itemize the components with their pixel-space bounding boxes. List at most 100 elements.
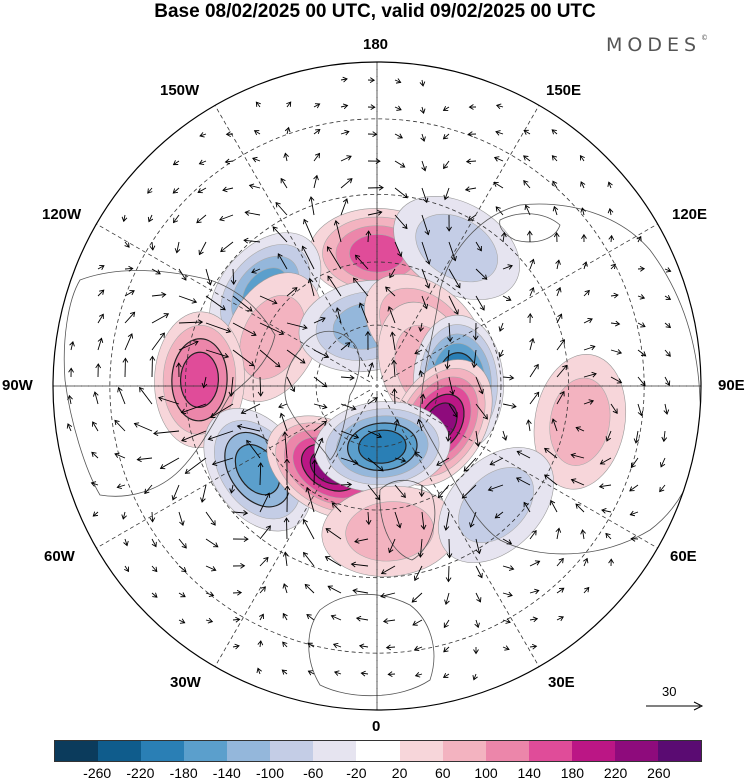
colorbar-swatch — [485, 741, 529, 761]
wind-vector-head — [377, 210, 383, 216]
wind-vector-head — [302, 324, 308, 330]
wind-vector-head — [149, 245, 156, 251]
wind-vector — [418, 419, 423, 432]
wind-vector-head — [526, 230, 533, 236]
wind-vector — [367, 362, 373, 378]
wind-vector-head — [97, 337, 104, 344]
wind-vector-head — [437, 492, 444, 499]
wind-vector-head — [197, 188, 203, 194]
colorbar-tick-label: 20 — [391, 765, 408, 781]
wind-vector-head — [180, 592, 186, 598]
wind-vector-head — [527, 312, 534, 319]
wind-vector-head — [637, 410, 644, 417]
wind-vector-head — [508, 565, 515, 571]
wind-vector-head — [636, 235, 642, 242]
wind-vector — [516, 477, 531, 486]
colorbar-tick-label: -20 — [346, 765, 367, 781]
wind-vector-head — [256, 667, 262, 674]
wind-vector-head — [181, 566, 187, 573]
polar-stereographic-map — [52, 61, 702, 711]
wind-vector — [544, 448, 558, 459]
wind-vector — [237, 425, 261, 432]
wind-vector-head — [282, 612, 288, 619]
wind-vector — [212, 457, 234, 465]
wind-vector-head — [531, 643, 538, 650]
wind-vector — [151, 294, 166, 297]
wind-vector-head — [447, 336, 453, 343]
wind-vector — [394, 106, 402, 111]
wind-vector — [556, 339, 565, 351]
wind-vector — [172, 187, 180, 194]
wind-vector — [446, 349, 450, 369]
wind-vector — [124, 565, 129, 572]
wind-vector — [259, 462, 262, 486]
wind-vector-head — [591, 371, 597, 378]
wind-vector — [610, 235, 613, 243]
wind-vector — [158, 397, 180, 405]
wind-vector-head — [559, 390, 565, 397]
wind-vector — [583, 318, 593, 324]
wind-vector-head — [199, 132, 205, 138]
wind-vector — [306, 614, 315, 621]
wind-vector-head — [358, 302, 365, 308]
wind-vector-head — [640, 381, 646, 387]
wind-vector — [160, 457, 180, 469]
wind-vector-head — [529, 337, 535, 344]
wind-vector-head — [244, 210, 250, 216]
wind-vector-head — [471, 362, 478, 369]
wind-vector-head — [400, 162, 406, 168]
wind-vector-head — [350, 561, 356, 568]
wind-vector — [92, 421, 99, 432]
wind-vector — [556, 616, 564, 621]
wind-vector-head — [375, 494, 381, 501]
wind-vector-head — [229, 488, 235, 494]
wind-vector — [286, 287, 298, 297]
wind-vector — [225, 160, 234, 163]
colorbar-swatch — [399, 741, 443, 761]
wind-vector-head — [575, 426, 581, 432]
colorbar-tick-label: -140 — [212, 765, 241, 781]
wind-vector — [610, 349, 622, 354]
wind-vector-head — [526, 419, 532, 425]
lon-label-0: 0 — [372, 718, 381, 735]
colorbar-swatch — [356, 741, 400, 761]
wind-vector — [583, 587, 590, 594]
wind-vector — [523, 155, 531, 162]
wind-vector — [117, 484, 126, 488]
wind-vector-head — [498, 352, 504, 358]
wind-vector — [313, 153, 320, 162]
wind-vector — [359, 645, 369, 648]
wind-vector-head — [127, 333, 134, 339]
wind-vector — [173, 160, 180, 166]
wind-vector-head — [463, 466, 469, 472]
wind-vector — [205, 268, 211, 285]
wind-vector — [367, 211, 382, 216]
map-boundary — [52, 61, 702, 711]
wind-vector — [394, 160, 405, 168]
wind-vector-head — [629, 486, 635, 492]
wind-vector — [583, 558, 588, 567]
wind-vector-head — [419, 108, 426, 114]
wind-vector-head — [397, 251, 403, 258]
wind-vector — [388, 538, 396, 553]
wind-vector-head — [494, 513, 501, 519]
wind-vector-head — [558, 615, 564, 622]
wind-vector-head — [314, 103, 321, 109]
wind-vector — [181, 430, 207, 442]
wind-vector-head — [368, 362, 374, 368]
anomaly-cell — [438, 447, 555, 564]
wind-vector-head — [607, 181, 613, 187]
wind-vector — [502, 430, 507, 441]
wind-vector — [499, 322, 504, 332]
wind-vector — [502, 403, 517, 408]
wind-vector-head — [307, 670, 314, 676]
wind-vector-head — [516, 450, 522, 456]
wind-vector — [178, 268, 187, 281]
wind-vector — [664, 376, 670, 386]
wind-vector-head — [511, 403, 517, 409]
wind-vector — [232, 349, 254, 367]
wind-vector — [313, 349, 329, 358]
wind-vector-head — [493, 181, 499, 187]
colorbar-swatch — [141, 741, 185, 761]
wind-vector — [583, 290, 590, 297]
